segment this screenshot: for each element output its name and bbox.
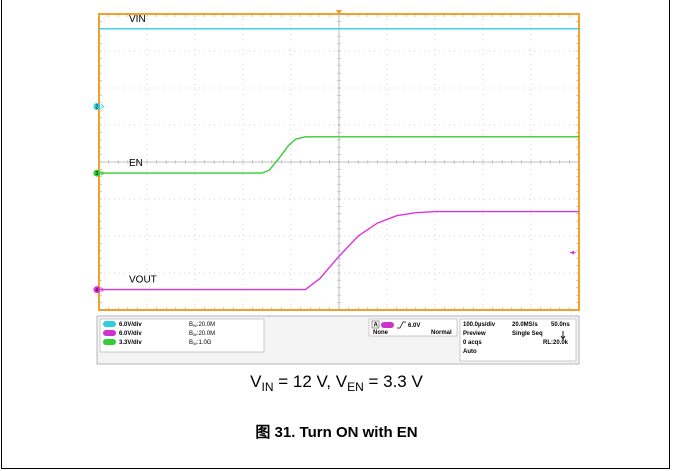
waveform-plot: VIN EN VOUT 2 3 4 6.0V/div BW:20.0M 6.0V/div BW:2… bbox=[93, 10, 580, 365]
ch2-badge bbox=[103, 330, 116, 336]
ground-arrow bbox=[100, 104, 105, 109]
trigger-slope-icon bbox=[397, 321, 406, 329]
trace-label-vout: VOUT bbox=[129, 275, 157, 286]
acq-mode: Preview bbox=[463, 331, 486, 337]
channel-4-ground-marker bbox=[93, 286, 101, 294]
record-length: RL:20.0k bbox=[543, 340, 569, 346]
acquisition-panel bbox=[459, 318, 577, 362]
ch2-bandwidth: BW:20.0M bbox=[189, 331, 215, 337]
trigger-level: 6.0V bbox=[408, 323, 420, 329]
ch3-bandwidth: BW:1.0G bbox=[189, 340, 212, 346]
single-seq-arrow-icon bbox=[560, 331, 566, 340]
channel-panel bbox=[99, 318, 265, 353]
ground-arrow bbox=[100, 170, 105, 176]
channel-3-ground-marker-label: 3 bbox=[96, 171, 99, 177]
oscilloscope-screen: VIN EN VOUT 2 3 4 6.0V/div BW:20.0M 6.0V/div BW:2… bbox=[91, 8, 589, 366]
figure-title: 图 31. Turn ON with EN bbox=[255, 424, 418, 441]
trigger-badge bbox=[371, 320, 380, 329]
ch2-scale: 6.0V/div bbox=[119, 331, 142, 337]
trace-en bbox=[99, 136, 579, 174]
grid bbox=[98, 13, 580, 311]
resolution: 50.0ns bbox=[551, 322, 570, 328]
channel-3-ground-marker bbox=[93, 169, 101, 177]
channel-2-ground-marker bbox=[93, 103, 101, 110]
trace-label-vin: VIN bbox=[129, 14, 146, 25]
channel-2-ground-marker-label: 2 bbox=[96, 105, 99, 111]
ch1-badge bbox=[103, 321, 116, 327]
trace-label-en: EN bbox=[129, 158, 143, 169]
sample-rate: 20.0MS/s bbox=[512, 322, 538, 328]
run-mode: Single Seq bbox=[512, 331, 543, 337]
channel-4-ground-marker-label: 4 bbox=[96, 288, 99, 294]
ch3-badge bbox=[103, 339, 116, 345]
trigger-mode: Normal bbox=[431, 330, 452, 336]
ground-arrow bbox=[100, 287, 105, 292]
acq-count: 0 acqs bbox=[463, 340, 482, 346]
trigger-position-marker bbox=[336, 10, 342, 15]
trigger-coupling: None bbox=[373, 330, 389, 336]
ch3-scale: 3.3V/div bbox=[119, 340, 142, 346]
ch1-scale: 6.0V/div bbox=[119, 322, 142, 328]
trigger-badge-label: A bbox=[374, 323, 379, 329]
conditions-caption: VIN = 12 V, VEN = 3.3 V bbox=[250, 372, 423, 394]
ch1-bandwidth: BW:20.0M bbox=[189, 322, 215, 328]
auto-label: Auto bbox=[463, 349, 477, 355]
trigger-source-badge bbox=[381, 322, 394, 328]
timebase: 100.0µs/div bbox=[463, 322, 496, 328]
trace-vout bbox=[99, 210, 579, 291]
